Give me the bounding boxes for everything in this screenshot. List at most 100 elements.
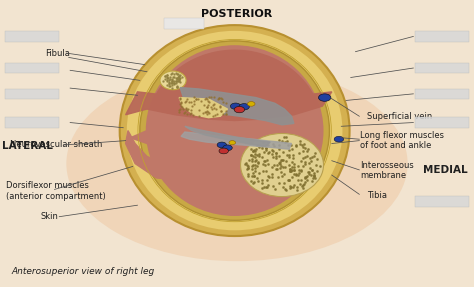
Text: MEDIAL: MEDIAL <box>423 165 468 175</box>
Point <box>275 147 283 151</box>
Point <box>287 168 295 173</box>
Point <box>204 99 212 104</box>
Point <box>272 151 280 156</box>
Point <box>263 178 271 182</box>
Point <box>201 97 209 101</box>
Point <box>308 155 316 160</box>
Point <box>292 173 300 177</box>
Point <box>300 183 307 187</box>
Point <box>252 146 260 151</box>
Point <box>272 150 280 155</box>
Point <box>309 175 316 180</box>
Circle shape <box>319 94 331 101</box>
Point <box>309 168 316 172</box>
Circle shape <box>247 102 255 106</box>
Point <box>284 178 292 182</box>
Point <box>303 149 310 154</box>
Point <box>263 158 270 162</box>
Point <box>276 160 284 164</box>
Polygon shape <box>185 126 270 146</box>
Polygon shape <box>130 126 213 161</box>
FancyBboxPatch shape <box>5 117 59 128</box>
Point <box>298 142 306 147</box>
Point <box>282 188 290 192</box>
Point <box>183 108 191 112</box>
Point <box>290 153 297 157</box>
Point <box>279 174 286 179</box>
Point <box>176 106 184 111</box>
Point <box>222 109 230 114</box>
Text: Superficial vein: Superficial vein <box>367 112 433 121</box>
Point <box>275 161 283 166</box>
Circle shape <box>239 104 249 110</box>
Point <box>168 78 176 83</box>
Point <box>299 149 307 154</box>
Point <box>277 170 285 175</box>
Point <box>182 99 189 104</box>
Point <box>169 83 176 88</box>
Point <box>175 77 182 82</box>
Point <box>279 158 286 162</box>
Point <box>283 153 291 158</box>
Point <box>172 79 180 84</box>
Point <box>186 99 193 104</box>
Point <box>175 77 183 82</box>
Point <box>251 152 258 156</box>
Point <box>173 78 180 83</box>
Point <box>306 166 314 170</box>
Point <box>171 75 178 79</box>
Point <box>169 78 176 83</box>
Point <box>192 96 200 101</box>
Point <box>284 143 292 148</box>
Point <box>216 96 223 101</box>
Point <box>173 84 181 89</box>
Point <box>258 185 266 190</box>
Point <box>301 179 309 184</box>
Point <box>296 138 304 143</box>
Point <box>177 73 184 78</box>
Point <box>254 143 261 148</box>
Point <box>307 173 315 178</box>
Point <box>305 172 312 177</box>
Point <box>301 142 308 147</box>
Point <box>168 81 176 86</box>
Point <box>294 163 302 168</box>
Point <box>278 139 286 143</box>
Point <box>248 174 256 178</box>
Point <box>250 180 257 184</box>
Point <box>163 73 170 77</box>
Point <box>175 74 182 78</box>
Point <box>290 168 297 172</box>
Point <box>195 108 203 113</box>
Point <box>294 178 302 182</box>
Point <box>188 104 196 108</box>
Point <box>264 139 272 144</box>
Point <box>269 184 277 188</box>
Point <box>312 162 320 167</box>
Point <box>300 156 307 160</box>
Point <box>277 165 284 170</box>
Point <box>291 183 298 187</box>
Point <box>166 75 174 79</box>
Point <box>299 145 307 150</box>
Point <box>276 142 283 147</box>
Point <box>173 75 180 80</box>
Point <box>289 165 296 170</box>
Point <box>255 154 263 158</box>
Point <box>275 181 283 186</box>
Point <box>222 100 230 105</box>
Ellipse shape <box>146 45 323 216</box>
Circle shape <box>334 136 344 142</box>
Point <box>182 106 190 110</box>
Point <box>283 139 291 144</box>
Point <box>244 166 252 170</box>
Point <box>247 152 255 157</box>
Point <box>171 78 178 83</box>
Point <box>297 159 304 163</box>
Circle shape <box>217 142 227 148</box>
Point <box>203 105 211 109</box>
Point <box>218 97 226 101</box>
FancyBboxPatch shape <box>164 18 204 29</box>
Point <box>297 169 304 173</box>
Ellipse shape <box>140 41 329 220</box>
